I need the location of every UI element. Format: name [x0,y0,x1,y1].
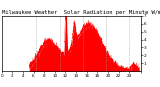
Text: Milwaukee Weather  Solar Radiation per Minute W/m2 (Last 24 Hours): Milwaukee Weather Solar Radiation per Mi… [2,10,160,15]
